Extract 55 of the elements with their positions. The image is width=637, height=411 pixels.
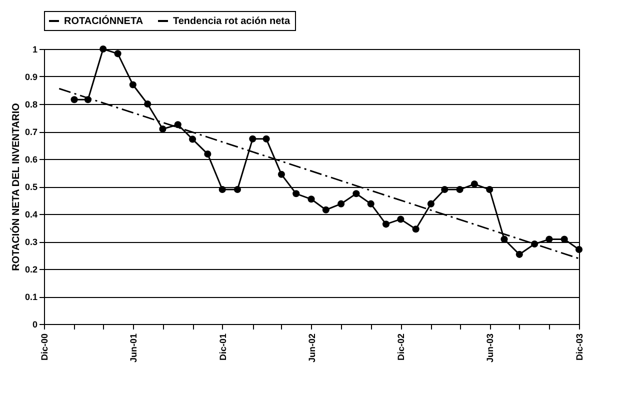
y-tick-label: 0.9 [24,72,38,82]
point [516,250,523,258]
point [218,186,226,194]
point [70,96,78,104]
point [470,180,478,188]
point [531,240,538,248]
x-tick-label: Dic-00 [40,334,50,361]
y-tick-label: 0.2 [24,264,38,274]
point [397,216,404,223]
point [500,236,508,243]
x-tick-label: Dic-03 [574,334,584,361]
y-tick-label: 0 [32,320,38,330]
y-tick-label: 1 [32,44,38,54]
x-tick-label: Jun-03 [485,334,496,363]
point [456,186,464,194]
point [144,100,152,108]
legend-label: Tendencia rot ación neta [173,16,290,27]
point [575,246,583,254]
point [382,220,390,228]
point [486,186,494,194]
point [129,81,136,88]
point [560,236,568,243]
x-tick-label: Jun-01 [128,334,138,363]
point [308,196,315,203]
y-tick-label: 0.6 [24,154,38,164]
point [546,236,553,243]
y-tick-label: 0.8 [24,100,38,110]
point [100,45,107,53]
point [174,121,182,128]
point [338,200,345,208]
y-tick-label: 0.3 [24,237,38,247]
point [249,135,256,142]
point [262,135,270,142]
point [114,50,122,58]
y-tick-label: 0.7 [24,127,38,137]
y-axis-title: ROTACIÓN NETA DEL INVENTARIO [10,102,22,271]
x-tick-label: Dic-02 [396,334,406,361]
point [322,206,330,214]
point [204,150,212,158]
point [412,226,420,233]
point [367,200,374,208]
point [441,186,448,194]
y-tick-label: 0.4 [24,210,38,220]
legend-label: ROTACIÓNNETA [64,15,144,27]
point [427,200,434,208]
point [292,190,300,198]
point [352,190,360,198]
point [159,125,166,133]
point [278,170,285,178]
x-tick-label: Jun-02 [306,334,317,363]
point [234,186,242,194]
point [188,136,196,143]
x-tick-label: Dic-01 [218,334,228,361]
y-tick-label: 0.1 [24,292,38,302]
y-tick-label: 0.5 [24,182,38,192]
